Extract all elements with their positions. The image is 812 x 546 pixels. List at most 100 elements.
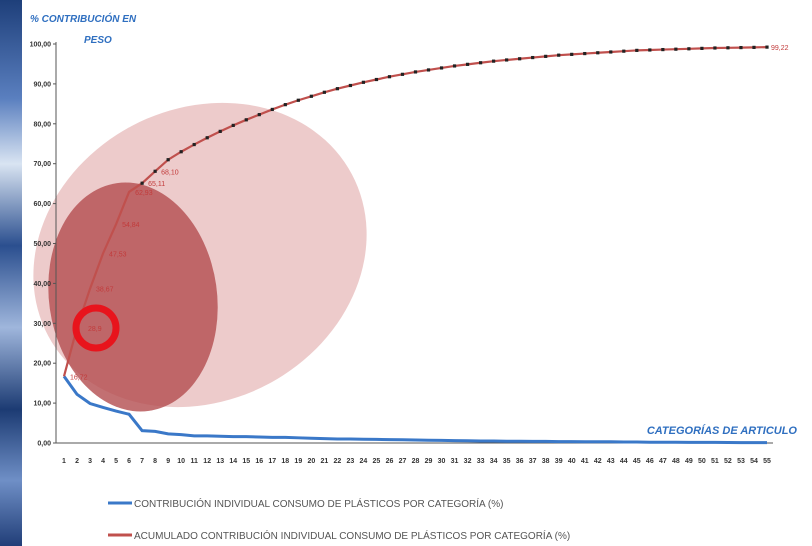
- accumulated-marker: [635, 48, 639, 52]
- x-tick-label: 52: [724, 458, 732, 465]
- data-label: 65,11: [148, 181, 165, 188]
- x-tick-label: 51: [711, 458, 719, 465]
- background-photo-strip: [0, 0, 22, 546]
- data-label: 54,84: [122, 222, 140, 229]
- accumulated-marker: [140, 181, 144, 185]
- y-axis-title-line-1: % CONTRIBUCIÓN EN: [30, 12, 137, 25]
- accumulated-marker: [609, 50, 613, 54]
- accumulated-marker: [257, 113, 261, 117]
- x-tick-label: 2: [75, 458, 79, 465]
- x-tick-label: 38: [542, 458, 550, 465]
- y-tick-label: 100,00: [30, 42, 52, 49]
- x-tick-label: 40: [568, 458, 576, 465]
- accumulated-marker: [452, 64, 457, 68]
- x-tick-label: 7: [140, 458, 144, 465]
- accumulated-marker: [518, 57, 522, 61]
- x-tick-label: 33: [477, 458, 485, 465]
- highlight-circle: [72, 304, 120, 352]
- x-tick-label: 6: [127, 458, 131, 465]
- accumulated-marker: [205, 136, 209, 140]
- x-tick-label: 36: [516, 458, 524, 465]
- x-tick-label: 34: [490, 458, 498, 465]
- accumulated-marker: [492, 59, 496, 63]
- data-label: 16,72: [70, 374, 88, 381]
- accumulated-marker: [283, 103, 287, 107]
- y-tick-label: 30,00: [33, 321, 51, 328]
- x-tick-label: 25: [373, 458, 381, 465]
- x-tick-label: 9: [166, 458, 170, 465]
- x-tick-label: 17: [268, 458, 276, 465]
- highlight-ellipses: [33, 102, 367, 412]
- x-tick-label: 39: [555, 458, 563, 465]
- accumulated-marker: [648, 48, 652, 52]
- accumulated-marker: [713, 46, 717, 50]
- accumulated-marker: [166, 158, 170, 162]
- x-tick-label: 11: [190, 458, 198, 465]
- accumulated-marker: [478, 61, 483, 65]
- accumulated-marker: [687, 47, 691, 51]
- accumulated-marker: [505, 58, 509, 62]
- y-tick-label: 0,00: [37, 441, 51, 448]
- x-tick-label: 44: [620, 458, 628, 465]
- accumulated-marker: [361, 80, 366, 84]
- x-tick-label: 23: [347, 458, 355, 465]
- x-tick-label: 26: [386, 458, 394, 465]
- accumulated-marker: [192, 142, 196, 147]
- accumulated-marker: [231, 123, 235, 127]
- y-tick-label: 80,00: [33, 121, 51, 128]
- accumulated-marker: [270, 107, 274, 112]
- accumulated-marker: [439, 66, 444, 70]
- accumulated-marker: [752, 45, 756, 49]
- accumulated-marker: [765, 45, 769, 49]
- accumulated-marker: [726, 46, 730, 50]
- data-labels: 16,72 38,67 47,53 54,84 62,93 65,11 68,10 99,22: [70, 45, 789, 381]
- accumulated-marker: [583, 51, 587, 56]
- x-tick-label: 10: [177, 458, 185, 465]
- accumulated-marker: [531, 55, 535, 60]
- y-tick-label: 40,00: [33, 281, 51, 288]
- x-tick-label: 12: [203, 458, 211, 465]
- y-tick-label: 60,00: [33, 201, 51, 208]
- data-label: 38,67: [96, 287, 114, 294]
- y-axis-title-line-2: PESO: [84, 35, 112, 46]
- legend-label-individual: CONTRIBUCIÓN INDIVIDUAL CONSUMO DE PLÁST…: [134, 497, 504, 510]
- x-tick-label: 43: [607, 458, 615, 465]
- x-tick-label: 22: [333, 458, 341, 465]
- accumulated-marker: [661, 47, 665, 52]
- x-tick-label: 1: [62, 458, 66, 465]
- x-tick-label: 48: [672, 458, 680, 465]
- y-tick-label: 10,00: [33, 401, 51, 408]
- data-label: 68,10: [161, 169, 179, 176]
- x-tick-label: 19: [294, 458, 302, 465]
- x-axis-title: CATEGORÍAS DE ARTICULO: [647, 424, 798, 437]
- x-tick-label: 28: [412, 458, 420, 465]
- x-tick-label: 37: [529, 458, 537, 465]
- x-tick-label: 27: [399, 458, 407, 465]
- accumulated-marker: [244, 118, 248, 122]
- x-tick-label: 31: [451, 458, 459, 465]
- x-tick-label: 16: [255, 458, 263, 465]
- accumulated-marker: [413, 70, 418, 74]
- data-label: 99,22: [771, 45, 789, 52]
- x-tick-label: 32: [464, 458, 472, 465]
- y-tick-label: 90,00: [33, 81, 51, 88]
- x-tick-label: 42: [594, 458, 602, 465]
- accumulated-marker: [374, 77, 379, 82]
- accumulated-marker: [296, 98, 300, 102]
- x-tick-label: 24: [360, 458, 368, 465]
- x-tick-label: 49: [685, 458, 693, 465]
- accumulated-marker: [218, 129, 222, 133]
- x-tick-label: 35: [503, 458, 511, 465]
- y-tick-label: 20,00: [33, 361, 51, 368]
- y-tick-labels: 0,00 10,00 20,00 30,00 40,00 50,00 60,00 70,00 8…: [30, 42, 56, 448]
- x-tick-label: 8: [153, 458, 157, 465]
- y-tick-label: 50,00: [33, 241, 51, 248]
- accumulated-marker: [596, 51, 600, 55]
- x-tick-label: 20: [307, 458, 315, 465]
- accumulated-marker: [322, 90, 326, 94]
- accumulated-marker: [544, 54, 548, 58]
- x-tick-label: 47: [659, 458, 667, 465]
- small-highlight-ellipse: [48, 182, 218, 412]
- highlight-label: 28,9: [88, 326, 102, 333]
